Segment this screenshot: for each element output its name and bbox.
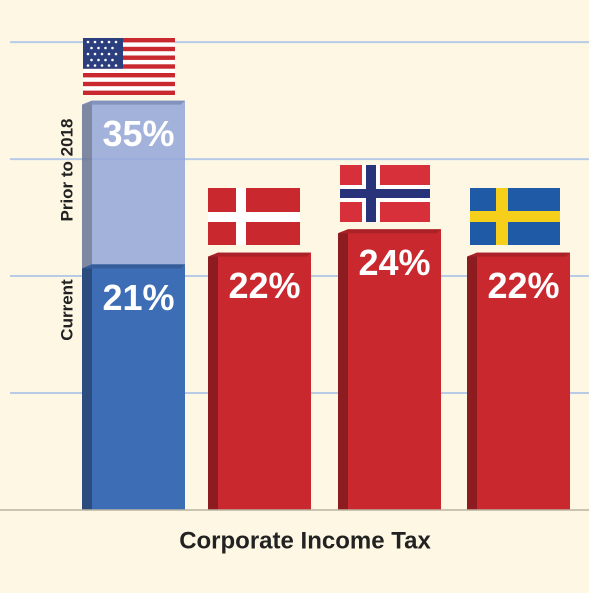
flag-usa	[83, 38, 175, 95]
bar	[477, 252, 570, 510]
legend-current: Current	[57, 279, 76, 341]
bars: 35% 21% 22% 24% 22%	[82, 100, 570, 511]
x-axis-label: Corporate Income Tax	[179, 527, 431, 554]
bar-side	[82, 264, 92, 510]
bar-top	[82, 264, 185, 269]
bar-top	[467, 252, 570, 257]
bar-side	[467, 252, 477, 510]
value-label: 21%	[102, 277, 174, 318]
bar-side	[338, 229, 348, 510]
flag-sweden	[470, 188, 560, 245]
legend-prior: Prior to 2018	[57, 119, 76, 222]
value-label: 22%	[487, 265, 559, 306]
flag-denmark	[208, 188, 300, 245]
value-label: 35%	[102, 113, 174, 154]
bar	[92, 264, 185, 510]
bar-top	[208, 252, 311, 257]
bar	[218, 252, 311, 510]
bar	[348, 229, 441, 510]
bar-top	[338, 229, 441, 234]
flag-norway	[340, 165, 430, 222]
value-label: 22%	[228, 265, 300, 306]
bar-side	[208, 252, 218, 510]
value-label: 24%	[358, 242, 430, 283]
bar-top	[82, 100, 185, 105]
